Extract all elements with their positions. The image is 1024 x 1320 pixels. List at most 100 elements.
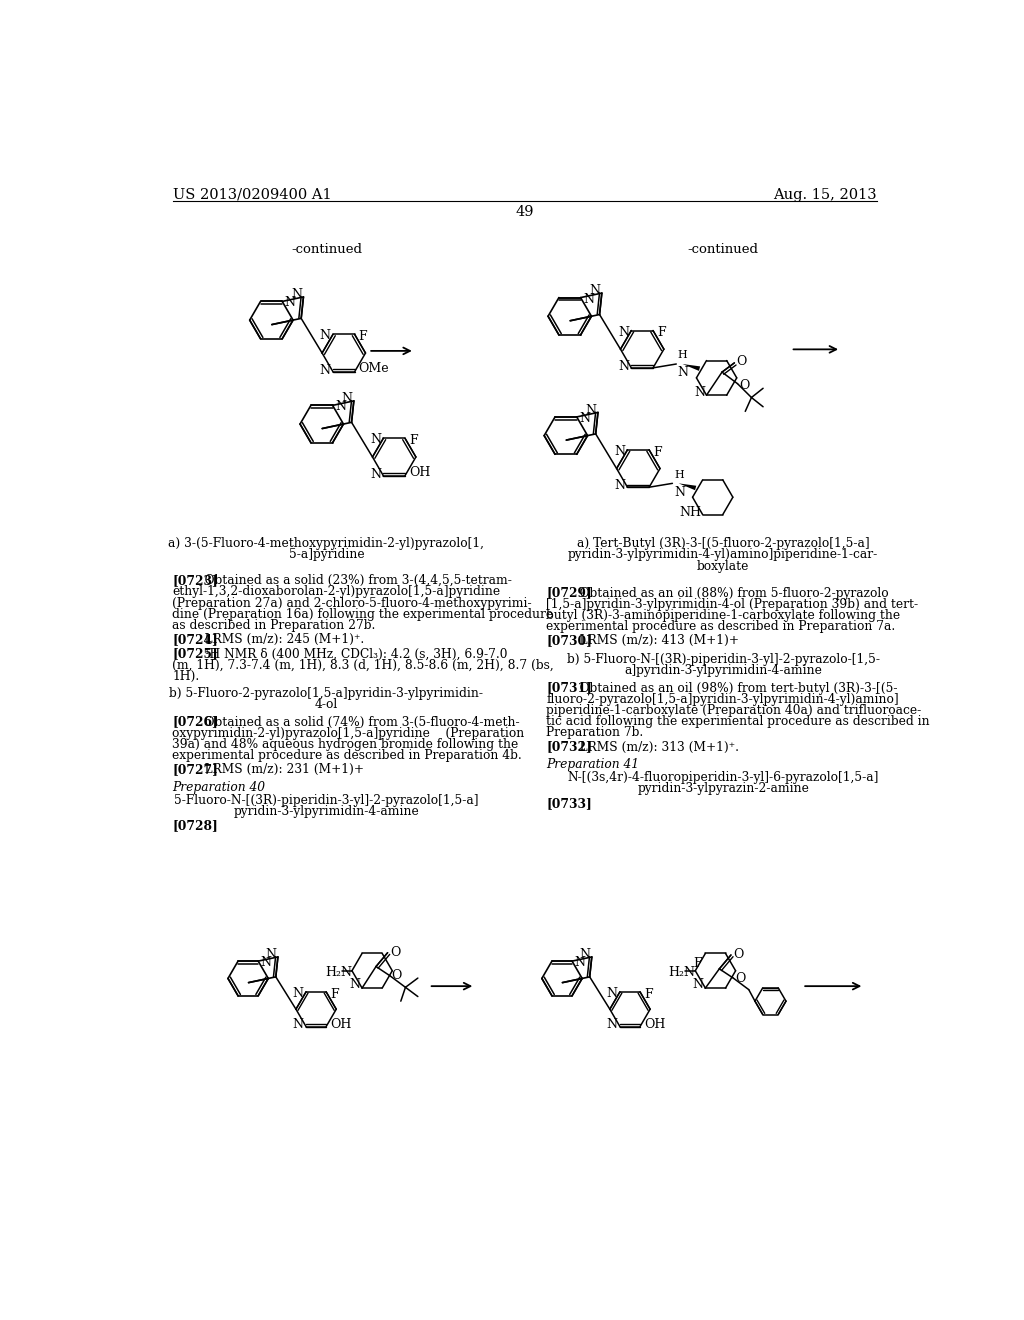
Text: [0728]: [0728] xyxy=(172,820,218,833)
Text: oxypyrimidin-2-yl)pyrazolo[1,5-a]pyridine    (Preparation: oxypyrimidin-2-yl)pyrazolo[1,5-a]pyridin… xyxy=(172,726,524,739)
Text: experimental procedure as described in Preparation 4b.: experimental procedure as described in P… xyxy=(172,748,522,762)
Text: 49: 49 xyxy=(515,205,535,219)
Text: ¹H NMR δ (400 MHz, CDCl₃): 4.2 (s, 3H), 6.9-7.0: ¹H NMR δ (400 MHz, CDCl₃): 4.2 (s, 3H), … xyxy=(194,647,508,660)
Text: N: N xyxy=(678,367,689,379)
Text: N: N xyxy=(693,978,703,991)
Polygon shape xyxy=(682,364,700,371)
Text: H₂N: H₂N xyxy=(325,966,352,979)
Text: N: N xyxy=(674,486,685,499)
Text: N: N xyxy=(614,479,625,492)
Text: b) 5-Fluoro-N-[(3R)-piperidin-3-yl]-2-pyrazolo-[1,5-: b) 5-Fluoro-N-[(3R)-piperidin-3-yl]-2-py… xyxy=(566,653,880,667)
Text: as described in Preparation 27b.: as described in Preparation 27b. xyxy=(172,619,376,632)
Text: O: O xyxy=(391,969,401,982)
Text: N: N xyxy=(319,330,331,342)
Text: -continued: -continued xyxy=(688,243,759,256)
Text: F: F xyxy=(693,957,701,970)
Text: N: N xyxy=(589,284,600,297)
Text: N: N xyxy=(293,1019,304,1031)
Text: boxylate: boxylate xyxy=(697,560,750,573)
Text: (m, 1H), 7.3-7.4 (m, 1H), 8.3 (d, 1H), 8.5-8.6 (m, 2H), 8.7 (bs,: (m, 1H), 7.3-7.4 (m, 1H), 8.3 (d, 1H), 8… xyxy=(172,659,554,672)
Text: ethyl-1,3,2-dioxaborolan-2-yl)pyrazolo[1,5-a]pyridine: ethyl-1,3,2-dioxaborolan-2-yl)pyrazolo[1… xyxy=(172,585,501,598)
Text: N: N xyxy=(586,404,596,417)
Text: F: F xyxy=(644,987,652,1001)
Text: N: N xyxy=(285,297,296,309)
Text: N: N xyxy=(335,400,346,413)
Text: Obtained as a solid (23%) from 3-(4,4,5,5-tetram-: Obtained as a solid (23%) from 3-(4,4,5,… xyxy=(194,574,512,587)
Text: N: N xyxy=(370,467,381,480)
Text: N: N xyxy=(260,956,271,969)
Text: F: F xyxy=(409,434,418,447)
Text: OH: OH xyxy=(330,1018,351,1031)
Text: [0724]: [0724] xyxy=(172,634,218,645)
Text: N: N xyxy=(694,387,705,400)
Text: LRMS (m/z): 413 (M+1)+: LRMS (m/z): 413 (M+1)+ xyxy=(567,635,738,647)
Text: [0731]: [0731] xyxy=(547,681,592,694)
Text: H: H xyxy=(674,470,684,479)
Text: butyl (3R)-3-aminopiperidine-1-carboxylate following the: butyl (3R)-3-aminopiperidine-1-carboxyla… xyxy=(547,609,901,622)
Text: pyridin-3-ylpyrimidin-4-amine: pyridin-3-ylpyrimidin-4-amine xyxy=(233,805,419,818)
Text: N: N xyxy=(614,445,625,458)
Text: Obtained as a solid (74%) from 3-(5-fluoro-4-meth-: Obtained as a solid (74%) from 3-(5-fluo… xyxy=(194,715,520,729)
Text: US 2013/0209400 A1: US 2013/0209400 A1 xyxy=(173,187,332,202)
Text: N: N xyxy=(293,987,304,1001)
Text: [1,5-a]pyridin-3-ylpyrimidin-4-ol (Preparation 39b) and tert-: [1,5-a]pyridin-3-ylpyrimidin-4-ol (Prepa… xyxy=(547,598,919,611)
Text: N: N xyxy=(349,978,360,991)
Text: 5-a]pyridine: 5-a]pyridine xyxy=(289,548,365,561)
Text: F: F xyxy=(653,446,662,458)
Polygon shape xyxy=(679,483,696,490)
Text: [0725]: [0725] xyxy=(172,647,218,660)
Text: 5-Fluoro-N-[(3R)-piperidin-3-yl]-2-pyrazolo[1,5-a]: 5-Fluoro-N-[(3R)-piperidin-3-yl]-2-pyraz… xyxy=(174,795,478,807)
Text: N: N xyxy=(618,326,629,338)
Text: F: F xyxy=(330,987,339,1001)
Text: O: O xyxy=(735,972,745,985)
Text: fluoro-2-pyrazolo[1,5-a]pyridin-3-ylpyrimidin-4-yl)amino]: fluoro-2-pyrazolo[1,5-a]pyridin-3-ylpyri… xyxy=(547,693,899,706)
Text: N: N xyxy=(606,1019,617,1031)
Text: N: N xyxy=(606,987,617,1001)
Text: a) Tert-Butyl (3R)-3-[(5-fluoro-2-pyrazolo[1,5-a]: a) Tert-Butyl (3R)-3-[(5-fluoro-2-pyrazo… xyxy=(577,537,869,550)
Text: N: N xyxy=(265,948,276,961)
Text: H: H xyxy=(678,350,687,360)
Text: a]pyridin-3-ylpyrimidin-4-amine: a]pyridin-3-ylpyrimidin-4-amine xyxy=(625,664,822,677)
Text: a) 3-(5-Fluoro-4-methoxypyrimidin-2-yl)pyrazolo[1,: a) 3-(5-Fluoro-4-methoxypyrimidin-2-yl)p… xyxy=(168,537,484,550)
Text: LRMS (m/z): 231 (M+1)+: LRMS (m/z): 231 (M+1)+ xyxy=(194,763,365,776)
Text: pyridin-3-ylpyrazin-2-amine: pyridin-3-ylpyrazin-2-amine xyxy=(637,783,809,796)
Text: b) 5-Fluoro-2-pyrazolo[1,5-a]pyridin-3-ylpyrimidin-: b) 5-Fluoro-2-pyrazolo[1,5-a]pyridin-3-y… xyxy=(169,686,483,700)
Text: (Preparation 27a) and 2-chloro-5-fluoro-4-methoxypyrimi-: (Preparation 27a) and 2-chloro-5-fluoro-… xyxy=(172,597,531,610)
Text: OH: OH xyxy=(409,466,430,479)
Text: 4-ol: 4-ol xyxy=(314,698,338,711)
Text: F: F xyxy=(358,330,368,343)
Text: 1H).: 1H). xyxy=(172,669,200,682)
Text: piperidine-1-carboxylate (Preparation 40a) and trifluoroace-: piperidine-1-carboxylate (Preparation 40… xyxy=(547,704,922,717)
Text: O: O xyxy=(733,949,743,961)
Text: N: N xyxy=(583,293,594,306)
Text: [0729]: [0729] xyxy=(547,586,592,599)
Text: Preparation 7b.: Preparation 7b. xyxy=(547,726,644,739)
Text: -continued: -continued xyxy=(291,243,361,256)
Text: O: O xyxy=(736,355,748,368)
Text: [0726]: [0726] xyxy=(172,715,218,729)
Text: N-[(3s,4r)-4-fluoropiperidin-3-yl]-6-pyrazolo[1,5-a]: N-[(3s,4r)-4-fluoropiperidin-3-yl]-6-pyr… xyxy=(567,771,879,784)
Text: N: N xyxy=(291,288,302,301)
Text: N: N xyxy=(579,412,590,425)
Text: O: O xyxy=(390,946,400,960)
Text: N: N xyxy=(319,364,331,376)
Text: Preparation 41: Preparation 41 xyxy=(547,758,640,771)
Text: LRMS (m/z): 245 (M+1)⁺.: LRMS (m/z): 245 (M+1)⁺. xyxy=(194,634,365,645)
Text: [0730]: [0730] xyxy=(547,635,592,647)
Text: Obtained as an oil (88%) from 5-fluoro-2-pyrazolo: Obtained as an oil (88%) from 5-fluoro-2… xyxy=(567,586,889,599)
Text: O: O xyxy=(739,379,750,392)
Text: pyridin-3-ylpyrimidin-4-yl)amino]piperidine-1-car-: pyridin-3-ylpyrimidin-4-yl)amino]piperid… xyxy=(568,548,879,561)
Text: 39a) and 48% aqueous hydrogen bromide following the: 39a) and 48% aqueous hydrogen bromide fo… xyxy=(172,738,518,751)
Text: OMe: OMe xyxy=(358,362,389,375)
Text: OH: OH xyxy=(644,1018,666,1031)
Text: [0733]: [0733] xyxy=(547,797,592,809)
Text: N: N xyxy=(580,948,590,961)
Text: dine (Preparation 16a) following the experimental procedure: dine (Preparation 16a) following the exp… xyxy=(172,607,553,620)
Text: LRMS (m/z): 313 (M+1)⁺.: LRMS (m/z): 313 (M+1)⁺. xyxy=(567,741,738,754)
Text: H₂N: H₂N xyxy=(669,966,695,979)
Text: experimental procedure as described in Preparation 7a.: experimental procedure as described in P… xyxy=(547,620,896,634)
Text: Aug. 15, 2013: Aug. 15, 2013 xyxy=(773,187,877,202)
Text: [0723]: [0723] xyxy=(172,574,218,587)
Text: tic acid following the experimental procedure as described in: tic acid following the experimental proc… xyxy=(547,715,930,729)
Text: [0732]: [0732] xyxy=(547,741,592,754)
